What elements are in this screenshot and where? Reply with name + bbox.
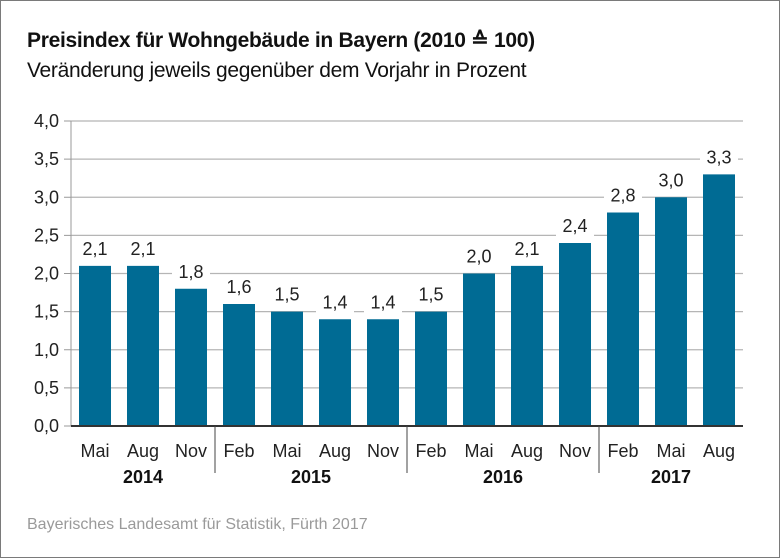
value-label-bg [316, 291, 354, 314]
value-label-bg [412, 283, 450, 306]
y-tick-label: 0,0 [34, 416, 59, 436]
value-label: 1,8 [178, 262, 203, 282]
value-label: 2,1 [82, 239, 107, 259]
x-tick-label: Aug [319, 441, 351, 461]
y-tick-label: 0,5 [34, 378, 59, 398]
bar [511, 265, 543, 426]
bar [175, 288, 207, 426]
x-tick-label: Nov [559, 441, 591, 461]
bar [607, 212, 639, 426]
value-label: 2,1 [130, 239, 155, 259]
value-label: 2,4 [562, 216, 587, 236]
x-tick-label: Aug [127, 441, 159, 461]
x-tick-label: Feb [415, 441, 446, 461]
bar [319, 319, 351, 426]
value-label: 2,8 [610, 186, 635, 206]
value-label-bg [364, 291, 402, 314]
x-tick-label: Aug [511, 441, 543, 461]
bar [79, 265, 111, 426]
value-label-bg [220, 276, 258, 298]
x-tick-label: Feb [223, 441, 254, 461]
value-label-bg [652, 169, 690, 192]
chart-subtitle: Veränderung jeweils gegenüber dem Vorjah… [27, 59, 527, 82]
y-tick-label: 4,0 [34, 111, 59, 131]
group-label: 2016 [483, 467, 523, 487]
value-label-bg [76, 237, 114, 260]
value-label: 1,5 [418, 285, 443, 305]
x-tick-label: Aug [703, 441, 735, 461]
y-tick-label: 1,0 [34, 340, 59, 360]
x-tick-label: Mai [656, 441, 685, 461]
group-label: 2014 [123, 467, 163, 487]
value-label-bg [460, 245, 498, 268]
value-label: 1,4 [370, 292, 395, 312]
value-label: 2,0 [466, 247, 491, 267]
y-tick-label: 3,5 [34, 149, 59, 169]
value-label-bg [172, 260, 210, 283]
bar [223, 304, 255, 426]
value-label: 3,3 [706, 147, 731, 167]
x-tick-label: Nov [367, 441, 399, 461]
value-label: 2,1 [514, 239, 539, 259]
value-label-bg [508, 237, 546, 260]
bar [655, 197, 687, 426]
value-label: 1,6 [226, 277, 251, 297]
group-label: 2015 [291, 467, 331, 487]
value-label-bg [604, 184, 642, 207]
value-label-bg [700, 146, 738, 169]
bar [127, 265, 159, 426]
bar [559, 243, 591, 426]
bar [415, 311, 447, 426]
value-label: 1,4 [322, 292, 347, 312]
value-label-bg [124, 237, 162, 260]
bar [703, 174, 735, 426]
x-tick-label: Mai [80, 441, 109, 461]
group-label: 2017 [651, 467, 691, 487]
value-label-bg [268, 283, 306, 306]
value-label: 1,5 [274, 285, 299, 305]
source-note: Bayerisches Landesamt für Statistik, Für… [27, 516, 368, 533]
chart-title: Preisindex für Wohngebäude in Bayern (20… [27, 29, 535, 52]
y-tick-label: 2,5 [34, 225, 59, 245]
bar [463, 273, 495, 426]
value-label-bg [556, 215, 594, 237]
bar [367, 319, 399, 426]
x-tick-label: Mai [272, 441, 301, 461]
y-tick-label: 2,0 [34, 264, 59, 284]
y-tick-label: 3,0 [34, 187, 59, 207]
x-tick-label: Nov [175, 441, 207, 461]
y-tick-label: 1,5 [34, 302, 59, 322]
x-tick-label: Feb [607, 441, 638, 461]
x-tick-label: Mai [464, 441, 493, 461]
bar [271, 311, 303, 426]
value-label: 3,0 [658, 170, 683, 190]
